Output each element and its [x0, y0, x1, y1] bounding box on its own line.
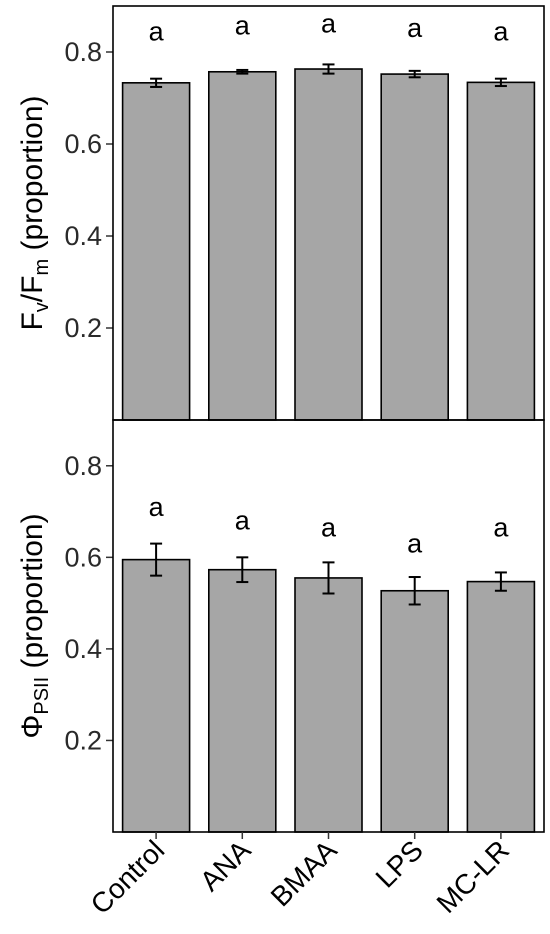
y-tick-label: 0.8: [64, 37, 102, 67]
x-tick-label-lps: LPS: [370, 834, 429, 893]
significance-letter: a: [493, 16, 509, 46]
significance-letter: a: [321, 513, 337, 543]
bar-bmaa: [294, 577, 363, 833]
bar-mc-lr: [466, 81, 536, 421]
y-tick-label: 0.4: [64, 221, 102, 251]
y-axis-title-main: F: [16, 312, 49, 330]
y-tick-label: 0.2: [64, 725, 102, 755]
x-tick-label-mc-lr: MC-LR: [431, 834, 516, 919]
bar-ana: [208, 70, 277, 421]
x-tick-label-ana: ANA: [194, 834, 257, 897]
significance-letter: a: [149, 16, 165, 46]
bar-control: [121, 82, 191, 421]
y-tick-label: 0.8: [64, 451, 102, 481]
y-tick-label: 0.2: [64, 313, 102, 343]
significance-letter: a: [407, 529, 423, 559]
bar-lps: [380, 589, 450, 833]
y-axis-title-sub2: m: [31, 259, 53, 276]
bar-bmaa: [294, 68, 363, 421]
y-axis-title-tail: (proportion): [16, 513, 49, 676]
y-axis-title-sub1: PSII: [31, 677, 53, 715]
bar-lps: [380, 73, 450, 421]
y-axis-title: Fv/Fm (proportion): [16, 95, 53, 330]
y-axis-title-sub1: v: [31, 302, 53, 312]
y-tick-label: 0.6: [64, 129, 102, 159]
y-axis-title-main: Φ: [16, 715, 49, 739]
y-axis-title-mid: /F: [16, 276, 49, 303]
y-axis-title-tail: (proportion): [16, 95, 49, 258]
significance-letter: a: [235, 10, 251, 40]
significance-letter: a: [321, 8, 337, 38]
y-tick-label: 0.4: [64, 634, 102, 664]
y-tick-label: 0.6: [64, 542, 102, 572]
y-axis-title: ΦPSII (proportion): [16, 513, 53, 738]
bar-ana: [208, 568, 277, 833]
panel-phipsii: 0.2 0.4 0.6 0.8 a a a a a ΦPSII (proportion): [16, 419, 545, 833]
significance-letter: a: [493, 513, 509, 543]
panel-fvfm: 0.2 0.4 0.6 0.8 a a a a a Fv/Fm (proportion): [16, 5, 545, 421]
significance-letter: a: [149, 492, 165, 522]
x-axis: Control ANA BMAA LPS MC-LR: [85, 832, 516, 920]
x-tick-label-control: Control: [85, 834, 171, 920]
x-tick-label-bmaa: BMAA: [265, 834, 343, 912]
bar-control: [121, 558, 191, 833]
significance-letter: a: [407, 13, 423, 43]
significance-letter: a: [235, 506, 251, 536]
bar-mc-lr: [466, 580, 536, 833]
